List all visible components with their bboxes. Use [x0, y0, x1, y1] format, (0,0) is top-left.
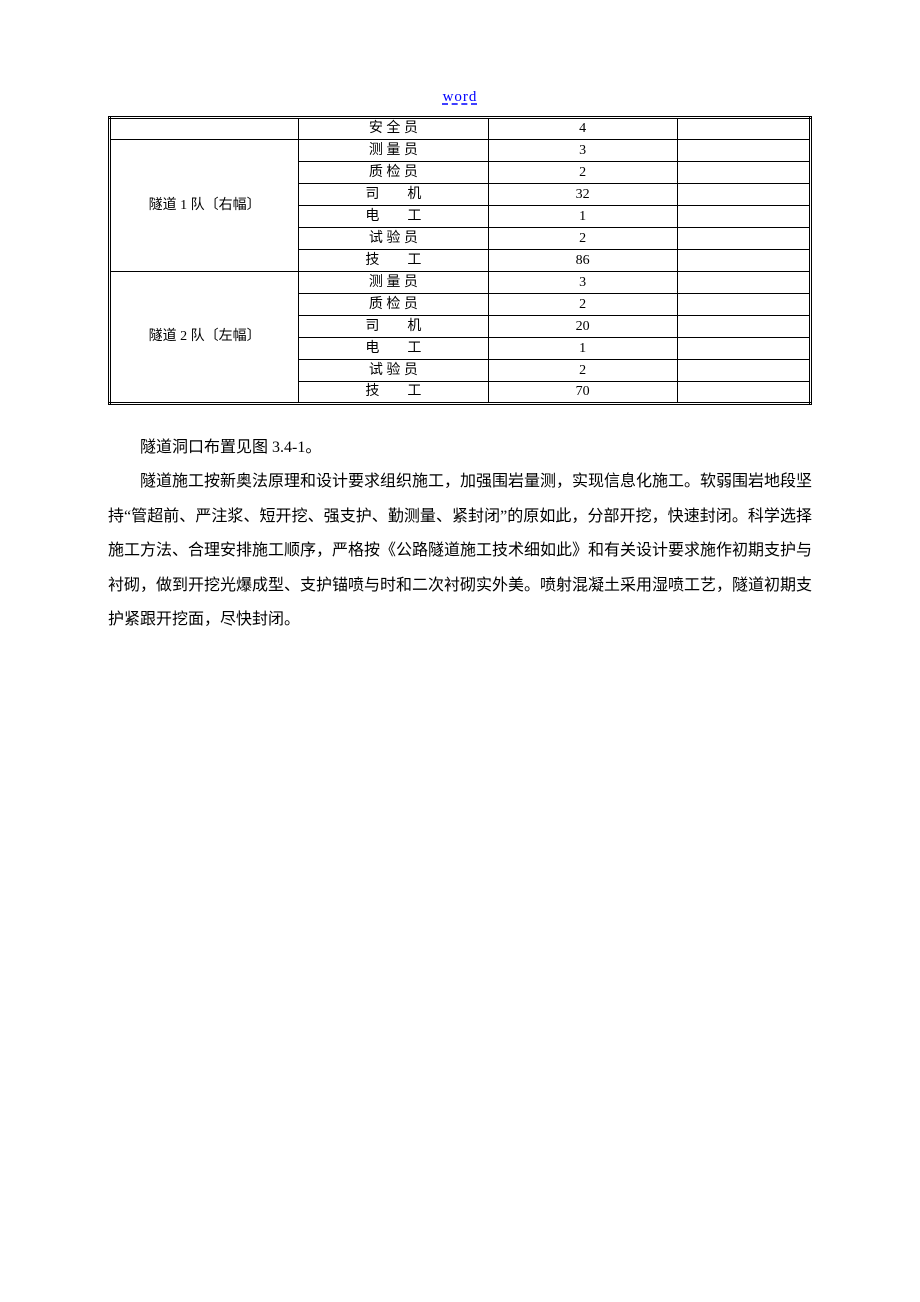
team-cell	[110, 118, 299, 140]
role-cell: 测 量 员	[299, 140, 488, 162]
count-cell: 1	[488, 338, 677, 360]
note-cell	[677, 338, 810, 360]
role-cell: 质 检 员	[299, 162, 488, 184]
note-cell	[677, 140, 810, 162]
note-cell	[677, 382, 810, 404]
role-cell: 试 验 员	[299, 360, 488, 382]
role-cell: 技 工	[299, 250, 488, 272]
paragraph-2: 隧道施工按新奥法原理和设计要求组织施工，加强围岩量测，实现信息化施工。软弱围岩地…	[108, 465, 812, 637]
team-cell: 隧道 1 队〔右幅〕	[110, 140, 299, 272]
count-cell: 2	[488, 162, 677, 184]
page-header: word	[108, 88, 812, 106]
count-cell: 3	[488, 272, 677, 294]
count-cell: 2	[488, 360, 677, 382]
count-cell: 2	[488, 294, 677, 316]
role-cell: 试 验 员	[299, 228, 488, 250]
role-cell: 司 机	[299, 316, 488, 338]
count-cell: 2	[488, 228, 677, 250]
table-row: 安 全 员4	[110, 118, 811, 140]
note-cell	[677, 294, 810, 316]
body-text: 隧道洞口布置见图 3.4-1。 隧道施工按新奥法原理和设计要求组织施工，加强围岩…	[108, 431, 812, 637]
note-cell	[677, 206, 810, 228]
table-row: 隧道 2 队〔左幅〕测 量 员3	[110, 272, 811, 294]
role-cell: 电 工	[299, 338, 488, 360]
note-cell	[677, 162, 810, 184]
note-cell	[677, 272, 810, 294]
note-cell	[677, 228, 810, 250]
word-link[interactable]: word	[443, 89, 478, 105]
count-cell: 86	[488, 250, 677, 272]
count-cell: 3	[488, 140, 677, 162]
note-cell	[677, 250, 810, 272]
role-cell: 安 全 员	[299, 118, 488, 140]
table-row: 隧道 1 队〔右幅〕测 量 员3	[110, 140, 811, 162]
role-cell: 电 工	[299, 206, 488, 228]
role-cell: 质 检 员	[299, 294, 488, 316]
count-cell: 32	[488, 184, 677, 206]
count-cell: 70	[488, 382, 677, 404]
team-cell: 隧道 2 队〔左幅〕	[110, 272, 299, 404]
count-cell: 1	[488, 206, 677, 228]
note-cell	[677, 118, 810, 140]
paragraph-1: 隧道洞口布置见图 3.4-1。	[108, 431, 812, 465]
note-cell	[677, 184, 810, 206]
role-cell: 测 量 员	[299, 272, 488, 294]
role-cell: 司 机	[299, 184, 488, 206]
personnel-table: 安 全 员4隧道 1 队〔右幅〕测 量 员3质 检 员2司 机32电 工1试 验…	[108, 116, 812, 405]
note-cell	[677, 316, 810, 338]
note-cell	[677, 360, 810, 382]
count-cell: 4	[488, 118, 677, 140]
role-cell: 技 工	[299, 382, 488, 404]
count-cell: 20	[488, 316, 677, 338]
